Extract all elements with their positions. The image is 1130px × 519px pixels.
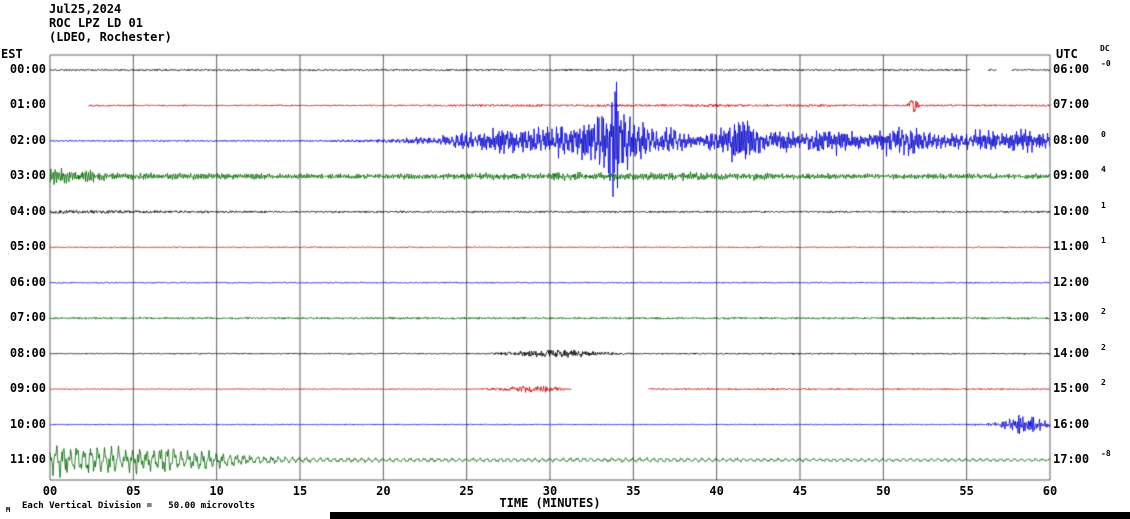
- est-time-label: 05:00: [9, 239, 46, 254]
- scale-note-prefix: M: [6, 506, 11, 514]
- scale-value: 2: [1101, 342, 1106, 352]
- est-time-label: 11:00: [9, 452, 46, 466]
- est-time-label: 03:00: [9, 168, 46, 183]
- scale-value: 4: [1101, 165, 1106, 175]
- x-tick-label: 15: [292, 484, 308, 498]
- x-tick-label: 30: [542, 484, 558, 498]
- utc-time-label: 17:00: [1053, 452, 1090, 466]
- x-tick-label: 60: [1042, 484, 1058, 498]
- scale-value: 1: [1101, 200, 1106, 210]
- scale-value: 2: [1101, 378, 1106, 388]
- utc-time-label: 15:00: [1053, 381, 1090, 396]
- x-tick-label: 20: [376, 484, 391, 498]
- left-axis-label: EST: [1, 47, 23, 61]
- utc-time-label: 06:00: [1053, 62, 1090, 76]
- scale-value: 1: [1101, 236, 1106, 246]
- scale-note: Each Vertical Division = 50.00 microvolt…: [22, 501, 255, 511]
- x-tick-label: 05: [126, 484, 141, 498]
- x-tick-label: 25: [459, 484, 474, 498]
- x-tick-label: 35: [626, 484, 641, 498]
- x-tick-label: 50: [876, 484, 891, 498]
- right-axis-label: UTC: [1056, 47, 1078, 61]
- est-time-label: 00:00: [9, 62, 46, 76]
- est-time-label: 09:00: [9, 381, 46, 396]
- est-time-label: 08:00: [9, 345, 46, 360]
- header-location: (LDEO, Rochester): [49, 30, 172, 44]
- est-time-label: 07:00: [9, 310, 46, 325]
- utc-time-label: 12:00: [1053, 274, 1090, 289]
- utc-time-label: 07:00: [1053, 97, 1090, 112]
- utc-time-label: 13:00: [1053, 310, 1090, 325]
- utc-time-label: 11:00: [1053, 239, 1090, 254]
- x-tick-label: 00: [42, 484, 58, 498]
- x-tick-label: 55: [959, 484, 974, 498]
- utc-time-label: 16:00: [1053, 416, 1090, 431]
- x-tick-label: 45: [792, 484, 808, 498]
- utc-time-label: 09:00: [1053, 168, 1090, 183]
- scale-value: 2: [1101, 307, 1106, 317]
- utc-time-label: 08:00: [1053, 132, 1090, 147]
- header-station: ROC LPZ LD 01: [49, 16, 143, 30]
- bottom-bar: [330, 512, 1130, 519]
- scale-value: -8: [1101, 449, 1111, 458]
- scale-value: -0: [1101, 59, 1111, 68]
- header-date: Jul25,2024: [49, 2, 122, 16]
- x-tick-label: 40: [709, 484, 724, 498]
- est-time-label: 10:00: [9, 416, 46, 431]
- est-time-label: 04:00: [9, 203, 46, 218]
- utc-time-label: 14:00: [1053, 345, 1090, 360]
- utc-time-label: 10:00: [1053, 203, 1090, 218]
- dc-column-header: DC: [1100, 44, 1110, 53]
- est-time-label: 01:00: [9, 97, 46, 112]
- x-tick-label: 10: [209, 484, 224, 498]
- x-axis-title: TIME (MINUTES): [499, 496, 601, 510]
- scale-value: 0: [1101, 129, 1106, 139]
- est-time-label: 02:00: [9, 132, 46, 147]
- est-time-label: 06:00: [9, 274, 46, 289]
